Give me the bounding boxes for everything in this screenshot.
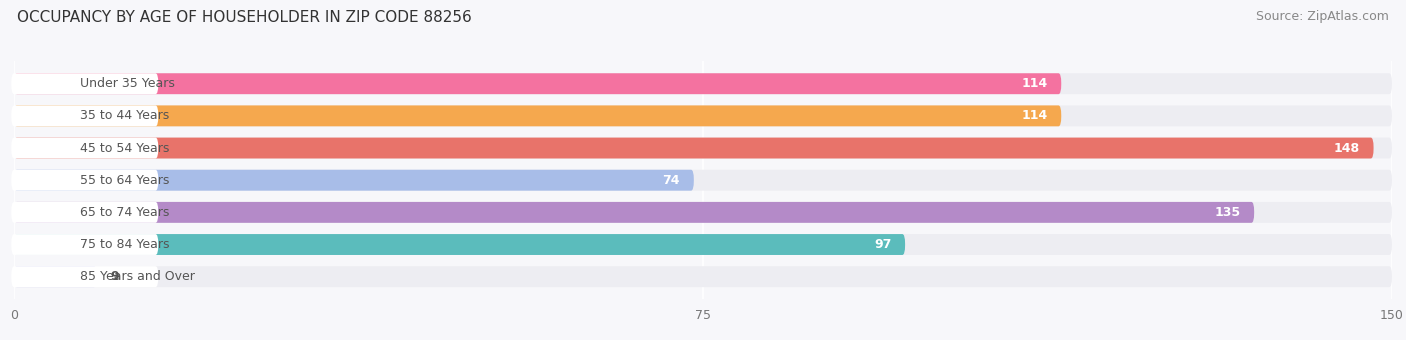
- Text: 55 to 64 Years: 55 to 64 Years: [80, 174, 170, 187]
- Text: 9: 9: [111, 270, 120, 283]
- FancyBboxPatch shape: [14, 202, 1254, 223]
- Text: 45 to 54 Years: 45 to 54 Years: [80, 141, 170, 155]
- FancyBboxPatch shape: [14, 138, 1392, 158]
- FancyBboxPatch shape: [14, 105, 1062, 126]
- FancyBboxPatch shape: [11, 138, 159, 158]
- FancyBboxPatch shape: [14, 202, 1392, 223]
- FancyBboxPatch shape: [14, 234, 905, 255]
- Text: 35 to 44 Years: 35 to 44 Years: [80, 109, 170, 122]
- Text: 74: 74: [662, 174, 681, 187]
- Text: 97: 97: [875, 238, 891, 251]
- Text: 114: 114: [1021, 109, 1047, 122]
- Text: 135: 135: [1215, 206, 1240, 219]
- FancyBboxPatch shape: [14, 234, 1392, 255]
- FancyBboxPatch shape: [11, 73, 159, 94]
- FancyBboxPatch shape: [14, 73, 1062, 94]
- FancyBboxPatch shape: [14, 266, 97, 287]
- FancyBboxPatch shape: [14, 266, 1392, 287]
- Text: 85 Years and Over: 85 Years and Over: [80, 270, 195, 283]
- Text: OCCUPANCY BY AGE OF HOUSEHOLDER IN ZIP CODE 88256: OCCUPANCY BY AGE OF HOUSEHOLDER IN ZIP C…: [17, 10, 471, 25]
- FancyBboxPatch shape: [11, 105, 159, 126]
- Text: Under 35 Years: Under 35 Years: [80, 77, 176, 90]
- Text: 114: 114: [1021, 77, 1047, 90]
- FancyBboxPatch shape: [11, 266, 159, 287]
- FancyBboxPatch shape: [14, 170, 693, 191]
- FancyBboxPatch shape: [11, 234, 159, 255]
- FancyBboxPatch shape: [11, 202, 159, 223]
- Text: 148: 148: [1334, 141, 1360, 155]
- FancyBboxPatch shape: [14, 105, 1392, 126]
- Text: Source: ZipAtlas.com: Source: ZipAtlas.com: [1256, 10, 1389, 23]
- FancyBboxPatch shape: [11, 170, 159, 191]
- Text: 65 to 74 Years: 65 to 74 Years: [80, 206, 170, 219]
- FancyBboxPatch shape: [14, 73, 1392, 94]
- FancyBboxPatch shape: [14, 138, 1374, 158]
- FancyBboxPatch shape: [14, 170, 1392, 191]
- Text: 75 to 84 Years: 75 to 84 Years: [80, 238, 170, 251]
